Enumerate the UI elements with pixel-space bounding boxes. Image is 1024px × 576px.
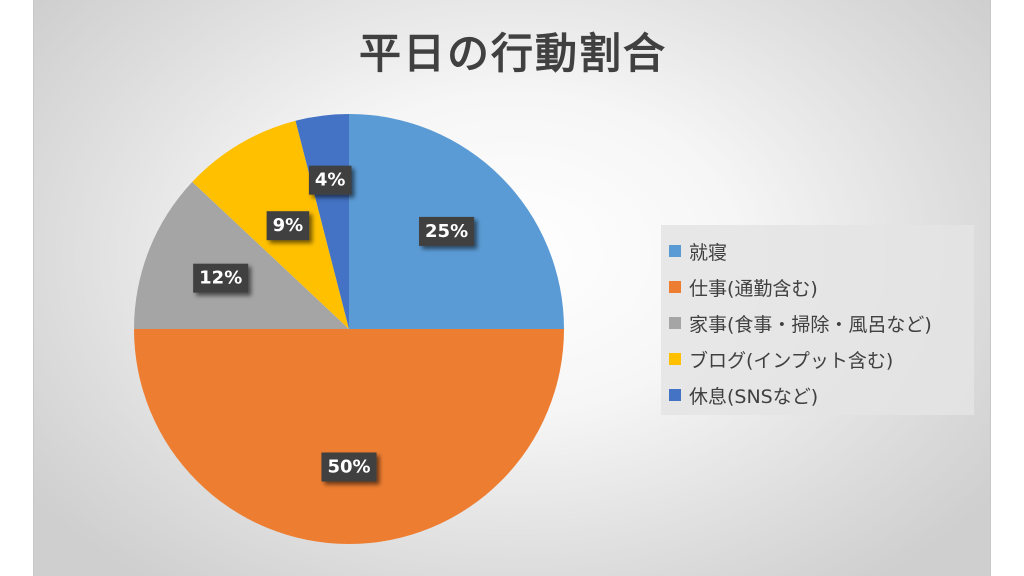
data-label-text: 25% xyxy=(425,221,468,242)
legend-swatch xyxy=(669,281,681,293)
pie-slice-work xyxy=(134,329,564,544)
data-label-sleep: 25% xyxy=(419,216,475,246)
legend-item-rest: 休息(SNSなど) xyxy=(669,377,974,413)
legend-item-blog: ブログ(インプット含む) xyxy=(669,341,974,377)
chart-area: 平日の行動割合 25% 50% 12% 9% 4% 就寝 仕事(通勤含む) 家事(食事・… xyxy=(33,0,991,576)
data-label-rest: 4% xyxy=(308,165,352,195)
pie-chart: 25% 50% 12% 9% 4% xyxy=(134,114,564,544)
chart-legend: 就寝 仕事(通勤含む) 家事(食事・掃除・風呂など) ブログ(インプット含む) … xyxy=(661,225,974,415)
data-label-text: 9% xyxy=(273,215,304,236)
chart-title: 平日の行動割合 xyxy=(358,29,667,78)
legend-swatch xyxy=(669,389,681,401)
legend-swatch xyxy=(669,353,681,365)
legend-item-housework: 家事(食事・掃除・風呂など) xyxy=(669,305,974,341)
data-label-text: 12% xyxy=(199,268,242,289)
data-label-box xyxy=(266,211,310,241)
data-label-work: 50% xyxy=(321,452,377,482)
data-label-box xyxy=(308,165,352,195)
data-label-text: 50% xyxy=(327,457,370,478)
legend-label: 休息(SNSなど) xyxy=(689,385,819,408)
data-label-housework: 12% xyxy=(193,263,249,293)
data-label-box xyxy=(193,263,249,293)
data-label-text: 4% xyxy=(315,170,346,191)
legend-swatch xyxy=(669,317,681,329)
legend-swatch xyxy=(669,245,681,257)
data-label-box xyxy=(419,216,475,246)
pie-slice-housework xyxy=(134,181,349,329)
legend-label: ブログ(インプット含む) xyxy=(689,349,894,372)
legend-label: 就寝 xyxy=(689,241,728,264)
legend-label: 家事(食事・掃除・風呂など) xyxy=(689,313,932,336)
legend-label: 仕事(通勤含む) xyxy=(689,277,818,300)
legend-item-work: 仕事(通勤含む) xyxy=(669,269,974,305)
legend-item-sleep: 就寝 xyxy=(669,233,974,269)
data-label-blog: 9% xyxy=(266,211,310,241)
data-label-box xyxy=(321,452,377,482)
